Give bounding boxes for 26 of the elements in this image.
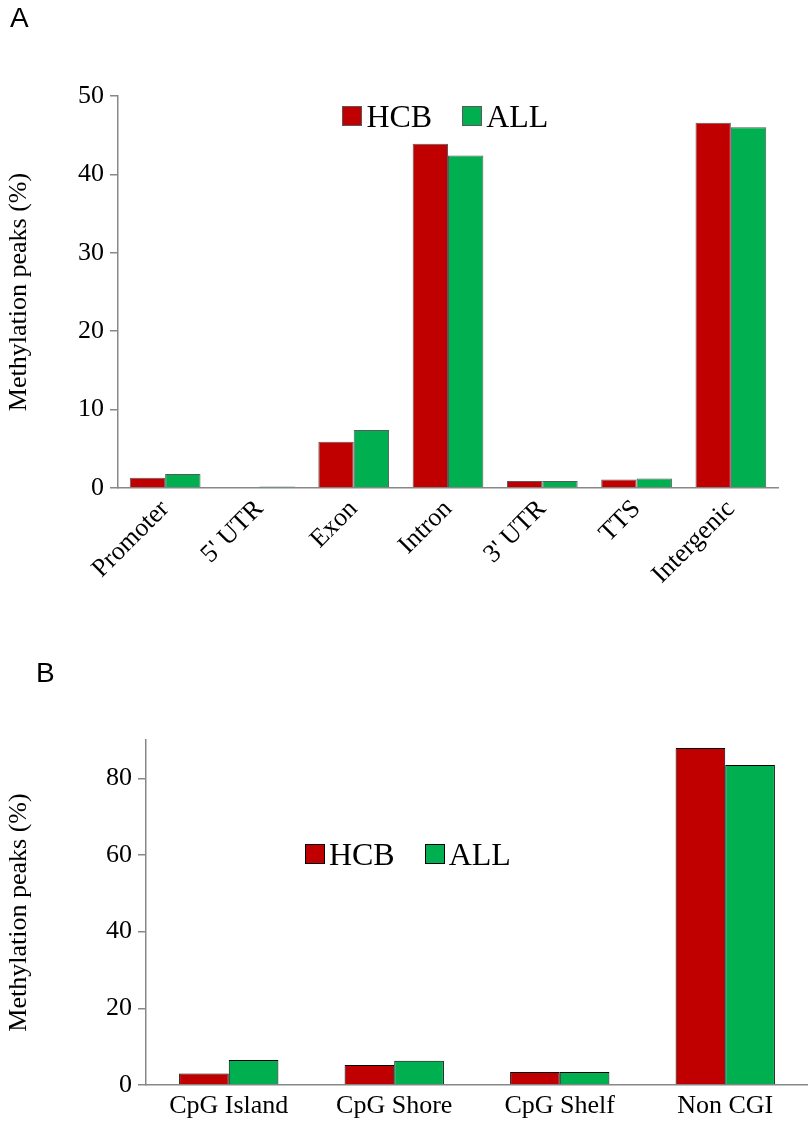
legend-label: ALL — [486, 97, 549, 135]
y-tick-label: 40 — [106, 915, 132, 945]
text: A — [10, 1, 29, 33]
y-axis-title: Methylation peaks (%) — [3, 793, 33, 1032]
x-tick-label: CpG Shelf — [504, 1090, 616, 1120]
y-tick-label: 10 — [78, 393, 104, 423]
x-tick-label: Non CGI — [677, 1090, 774, 1120]
y-tick-label: 80 — [106, 762, 132, 792]
legend-label: HCB — [328, 835, 395, 873]
y-tick-label: 0 — [91, 471, 104, 501]
y-tick-label: 30 — [78, 236, 104, 266]
y-tick-label: 40 — [78, 158, 104, 188]
y-tick-label: 20 — [106, 992, 132, 1022]
x-tick-label: CpG Shore — [336, 1090, 453, 1120]
x-tick-label: TTS — [592, 493, 646, 547]
legend-label: ALL — [448, 835, 511, 873]
x-tick-label: CpG Island — [169, 1090, 289, 1120]
text: B — [36, 656, 55, 688]
y-tick-label: 50 — [78, 79, 104, 109]
x-tick-label: 3' UTR — [476, 493, 552, 568]
y-tick-label: 20 — [78, 315, 104, 345]
y-tick-label: 60 — [106, 838, 132, 868]
x-tick-label: 5' UTR — [194, 493, 269, 568]
y-axis-title: Methylation peaks (%) — [3, 172, 33, 412]
y-tick-label: 0 — [119, 1068, 132, 1098]
legend-label: HCB — [366, 97, 433, 135]
